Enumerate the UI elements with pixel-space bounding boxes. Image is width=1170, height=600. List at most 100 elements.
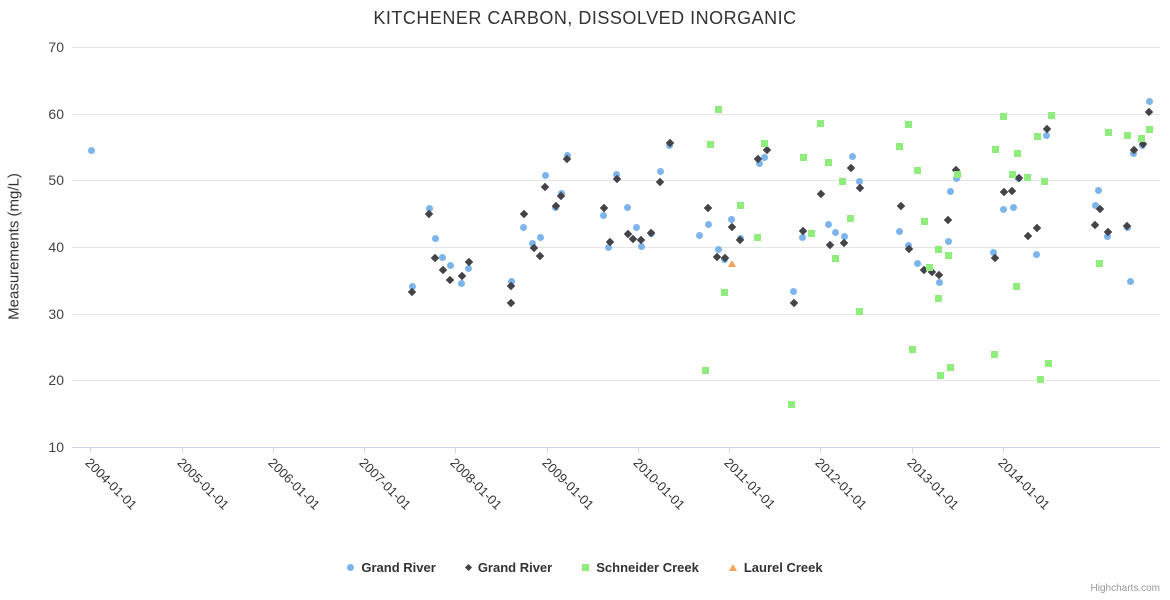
data-point[interactable] (846, 164, 855, 173)
data-point[interactable] (832, 254, 840, 262)
data-point[interactable] (632, 223, 640, 231)
data-point[interactable] (519, 210, 529, 219)
data-point[interactable] (704, 220, 712, 228)
data-point[interactable] (934, 245, 942, 253)
data-point[interactable] (934, 270, 944, 280)
data-point[interactable] (1123, 132, 1131, 140)
data-point[interactable] (990, 254, 1000, 263)
data-point[interactable] (952, 174, 960, 182)
data-point[interactable] (755, 159, 763, 167)
data-point[interactable] (721, 288, 729, 296)
data-point[interactable] (1145, 126, 1153, 134)
data-point[interactable] (896, 227, 904, 235)
data-point[interactable] (657, 168, 665, 176)
data-point[interactable] (613, 170, 621, 178)
data-point[interactable] (464, 264, 472, 272)
data-point[interactable] (605, 244, 613, 252)
legend-item-schneider-creek[interactable]: Schneider Creek (582, 560, 699, 575)
data-point[interactable] (817, 190, 826, 199)
data-point[interactable] (832, 228, 840, 236)
data-point[interactable] (506, 298, 516, 308)
data-point[interactable] (536, 233, 544, 241)
data-point[interactable] (1013, 282, 1021, 290)
data-point[interactable] (896, 201, 906, 210)
data-point[interactable] (638, 242, 646, 250)
data-point[interactable] (946, 363, 954, 371)
data-point[interactable] (624, 204, 632, 212)
data-point[interactable] (934, 294, 942, 302)
data-point[interactable] (913, 259, 921, 267)
data-point[interactable] (520, 223, 528, 231)
data-point[interactable] (762, 145, 771, 154)
data-point[interactable] (1127, 278, 1135, 286)
data-point[interactable] (990, 248, 998, 256)
data-point[interactable] (1036, 375, 1044, 383)
data-point[interactable] (1105, 128, 1113, 136)
data-point[interactable] (1043, 131, 1051, 139)
data-point[interactable] (408, 287, 417, 296)
data-point[interactable] (1000, 205, 1008, 213)
data-point[interactable] (431, 234, 439, 242)
data-point[interactable] (439, 254, 447, 262)
legend-item-grand-river[interactable]: Grand River (347, 560, 436, 575)
data-point[interactable] (447, 261, 455, 269)
data-point[interactable] (426, 204, 434, 212)
data-point[interactable] (1047, 112, 1055, 120)
data-point[interactable] (855, 184, 864, 193)
data-point[interactable] (87, 146, 95, 154)
data-point[interactable] (714, 245, 722, 253)
data-point[interactable] (1023, 231, 1032, 240)
data-point[interactable] (925, 264, 933, 272)
data-point[interactable] (696, 232, 704, 240)
data-point[interactable] (753, 233, 761, 241)
data-point[interactable] (1009, 204, 1017, 212)
data-point[interactable] (896, 142, 904, 150)
credits-link[interactable]: Highcharts.com (1090, 583, 1160, 594)
data-point[interactable] (1145, 97, 1153, 105)
data-point[interactable] (944, 251, 952, 259)
data-point[interactable] (999, 188, 1009, 197)
data-point[interactable] (706, 140, 714, 148)
data-point[interactable] (848, 152, 856, 160)
data-point[interactable] (1024, 173, 1032, 181)
data-point[interactable] (1095, 186, 1103, 194)
data-point[interactable] (457, 272, 466, 281)
data-point[interactable] (542, 171, 550, 179)
data-point[interactable] (727, 222, 737, 232)
data-point[interactable] (1138, 134, 1146, 142)
data-point[interactable] (856, 177, 864, 185)
data-point[interactable] (953, 170, 961, 178)
data-point[interactable] (1090, 220, 1100, 230)
data-point[interactable] (438, 266, 447, 275)
data-point[interactable] (540, 182, 550, 192)
legend-item-laurel-creek[interactable]: Laurel Creek (728, 560, 823, 575)
data-point[interactable] (727, 260, 736, 268)
data-point[interactable] (1045, 359, 1053, 367)
data-point[interactable] (1008, 170, 1016, 178)
data-point[interactable] (736, 201, 744, 209)
data-point[interactable] (943, 216, 953, 225)
data-point[interactable] (1000, 112, 1008, 120)
legend-item-grand-river[interactable]: Grand River (464, 560, 552, 575)
data-point[interactable] (761, 153, 769, 161)
data-point[interactable] (935, 278, 943, 286)
data-point[interactable] (535, 252, 545, 261)
data-point[interactable] (408, 282, 416, 290)
data-point[interactable] (761, 139, 769, 147)
data-point[interactable] (807, 230, 815, 238)
data-point[interactable] (701, 366, 709, 374)
data-point[interactable] (1014, 149, 1022, 157)
data-point[interactable] (991, 350, 999, 358)
data-point[interactable] (1041, 178, 1049, 186)
data-point[interactable] (458, 280, 466, 288)
data-point[interactable] (840, 232, 848, 240)
data-point[interactable] (1104, 232, 1112, 240)
data-point[interactable] (992, 145, 1000, 153)
data-point[interactable] (599, 203, 609, 212)
data-point[interactable] (799, 154, 807, 162)
data-point[interactable] (1091, 202, 1099, 210)
data-point[interactable] (1033, 250, 1041, 258)
data-point[interactable] (445, 276, 455, 285)
data-point[interactable] (508, 278, 516, 286)
data-point[interactable] (1034, 132, 1042, 140)
